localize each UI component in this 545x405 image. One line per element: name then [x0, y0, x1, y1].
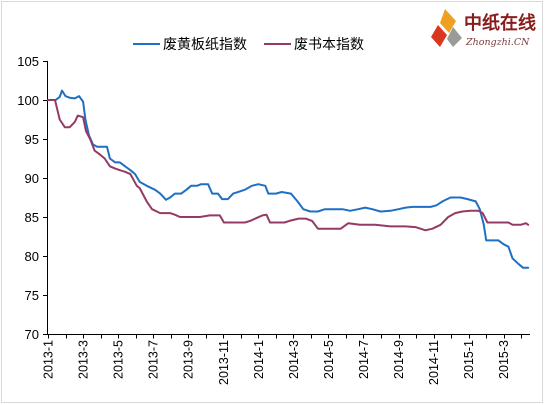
y-tick-label: 90: [25, 171, 39, 186]
y-tick-label: 95: [25, 132, 39, 147]
x-tick-label: 2014-3: [287, 340, 301, 379]
x-tick-label: 2014-5: [322, 340, 336, 379]
x-tick-label: 2014-7: [357, 340, 371, 379]
x-tick-label: 2013-11: [217, 340, 231, 385]
x-tick-label: 2014-1: [252, 340, 266, 379]
x-ticks: 2013-1 2013-3 2013-5 2013-7 2013-9 2013-11 201…: [42, 334, 522, 385]
y-ticks: 70 75 80 85 90 95 100 105: [17, 54, 48, 342]
y-tick-label: 80: [25, 249, 39, 264]
y-tick-label: 105: [17, 54, 39, 69]
y-tick-label: 70: [25, 327, 39, 342]
x-tick-label: 2013-7: [147, 340, 161, 379]
x-tick-label: 2013-1: [42, 340, 56, 379]
logo-icon-part: [431, 25, 447, 47]
y-tick-label: 85: [25, 210, 39, 225]
series-line-1: [47, 99, 530, 232]
series-lines: [47, 89, 530, 269]
legend-label-0: 废黄板纸指数: [163, 36, 247, 53]
x-tick-label: 2014-11: [427, 340, 441, 385]
y-tick-label: 75: [25, 288, 39, 303]
logo: 中纸在线 Zhongzhi.CN: [431, 9, 536, 48]
logo-icon-part: [447, 27, 462, 47]
x-tick-label: 2013-3: [77, 340, 91, 379]
logo-domain: Zhongzhi.CN: [465, 37, 530, 48]
axes: [47, 61, 530, 335]
logo-name: 中纸在线: [464, 12, 536, 34]
legend-label-1: 废书本指数: [294, 37, 364, 53]
x-tick-label: 2013-5: [112, 340, 126, 379]
x-tick-label: 2015-3: [497, 340, 511, 379]
series-line-0: [47, 89, 530, 269]
legend: 废黄板纸指数 废书本指数: [133, 36, 364, 53]
x-tick-label: 2013-9: [182, 340, 196, 379]
y-tick-label: 100: [17, 93, 39, 108]
logo-icon: [431, 9, 462, 47]
x-tick-label: 2014-9: [392, 340, 406, 379]
logo-icon-part: [440, 9, 456, 33]
x-tick-label: 2015-1: [462, 340, 476, 379]
